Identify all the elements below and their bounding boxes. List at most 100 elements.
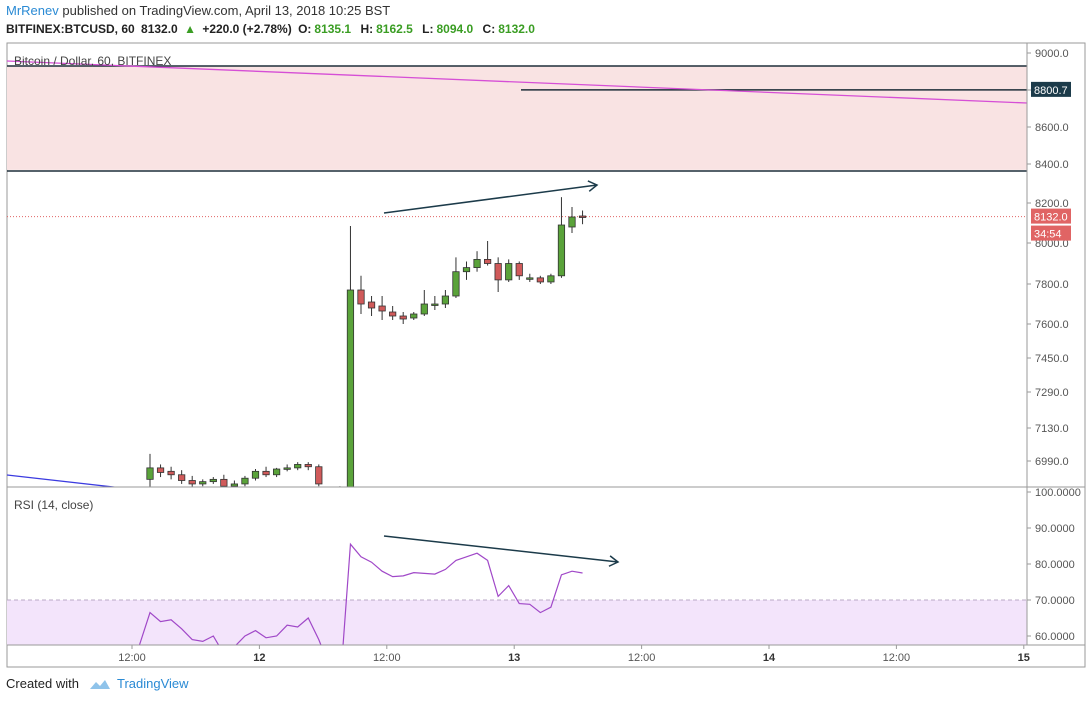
candle[interactable] — [357, 275, 365, 314]
symbol-label: BITFINEX:BTCUSD, 60 — [6, 22, 135, 36]
candle-body — [473, 258, 481, 268]
last-price: 8132.0 — [141, 22, 178, 36]
candle[interactable] — [367, 296, 376, 316]
candle[interactable] — [146, 453, 154, 492]
ohlc-line: BITFINEX:BTCUSD, 60 8132.0 ▲ +220.0 (+2.… — [6, 22, 541, 36]
candle-body — [283, 467, 291, 470]
candle[interactable] — [399, 312, 407, 324]
candle-body — [262, 470, 270, 476]
candle[interactable] — [473, 251, 481, 272]
candle[interactable] — [272, 467, 281, 478]
candle-body — [515, 263, 523, 277]
candle[interactable] — [209, 477, 217, 484]
candle[interactable] — [557, 197, 566, 278]
candle[interactable] — [494, 257, 502, 292]
candle[interactable] — [420, 290, 428, 316]
candle[interactable] — [304, 462, 312, 471]
candle-body — [304, 464, 312, 468]
current-price-badge-bg — [1031, 208, 1071, 224]
magenta-trendline[interactable] — [7, 60, 1027, 104]
candle-body — [294, 464, 302, 469]
time-tick-label: 12 — [253, 652, 265, 664]
time-tick-label: 12:00 — [118, 652, 146, 664]
candle[interactable] — [199, 479, 207, 487]
candle[interactable] — [578, 210, 587, 225]
countdown-badge: 34:54 — [1031, 225, 1071, 241]
candle[interactable] — [410, 312, 418, 320]
candle[interactable] — [230, 480, 238, 491]
rsi-pane-title: RSI (14, close) — [14, 498, 93, 512]
close-value: 8132.0 — [498, 22, 535, 36]
candle-body — [526, 277, 534, 280]
candle[interactable] — [505, 259, 513, 282]
time-tick-label: 12:00 — [628, 652, 656, 664]
rsi-divergence-arrow[interactable] — [383, 535, 620, 567]
price-tick-label: 7130.0 — [1035, 423, 1069, 435]
candle[interactable] — [251, 469, 260, 481]
price-divergence-arrow-shaft — [383, 184, 598, 214]
candle[interactable] — [337, 486, 343, 507]
candle[interactable] — [241, 475, 249, 487]
candle[interactable] — [167, 466, 175, 480]
candle[interactable] — [568, 207, 576, 233]
blue-trendline[interactable] — [7, 474, 140, 490]
candle-body — [272, 468, 281, 476]
rsi-tick-label: 70.0000 — [1035, 595, 1075, 607]
candle-body — [483, 258, 492, 264]
price-divergence-arrow[interactable] — [383, 180, 599, 214]
candle-body — [337, 489, 343, 496]
time-tick-label: 14 — [763, 652, 776, 664]
candle-body — [389, 311, 397, 317]
candle[interactable] — [483, 241, 492, 266]
time-tick-label: 12:00 — [883, 652, 911, 664]
candle[interactable] — [515, 261, 523, 280]
author-link[interactable]: MrRenev — [6, 3, 59, 18]
change-arrow-icon: ▲ — [184, 22, 196, 36]
price-pane[interactable] — [7, 60, 1027, 507]
candle[interactable] — [431, 296, 439, 310]
candle-body — [441, 295, 450, 305]
candle[interactable] — [346, 226, 355, 491]
candle-body — [568, 216, 576, 228]
price-tick-label: 7800.0 — [1035, 279, 1069, 291]
candle[interactable] — [378, 296, 386, 320]
chart-canvas[interactable]: 9000.08800.08600.08400.08200.08000.07800… — [0, 40, 1091, 670]
candle[interactable] — [526, 273, 534, 282]
candle-body — [452, 271, 460, 297]
rsi-tick-label: 80.0000 — [1035, 559, 1075, 571]
candle[interactable] — [326, 491, 332, 505]
candle-body — [156, 467, 165, 473]
candle[interactable] — [188, 475, 196, 489]
candle-body — [547, 275, 555, 283]
candle[interactable] — [547, 273, 555, 284]
candle-body — [220, 478, 228, 487]
candle[interactable] — [536, 275, 544, 284]
footer: Created with TradingView — [6, 676, 189, 691]
candle[interactable] — [156, 464, 165, 478]
candle-body — [420, 303, 428, 315]
candle[interactable] — [283, 464, 291, 472]
candle-body — [536, 277, 544, 283]
price-tick-label: 6990.0 — [1035, 456, 1069, 468]
candle[interactable] — [452, 257, 460, 298]
tradingview-link[interactable]: TradingView — [116, 676, 189, 691]
open-value: 8135.1 — [314, 22, 352, 36]
price-tick-label: 8400.0 — [1035, 159, 1069, 171]
price-tick-label: 7450.0 — [1035, 353, 1069, 365]
rsi-pane[interactable] — [7, 535, 1027, 654]
level-badge: 8800.7 — [1031, 81, 1071, 97]
candle[interactable] — [389, 306, 397, 320]
candle[interactable] — [441, 290, 450, 308]
chart-frame — [6, 42, 1086, 668]
candle[interactable] — [262, 466, 270, 478]
candle[interactable] — [315, 464, 323, 487]
candle-body — [251, 470, 260, 479]
candle-body — [188, 480, 196, 485]
low-value: 8094.0 — [436, 22, 474, 36]
candle[interactable] — [462, 261, 471, 280]
candle[interactable] — [294, 462, 302, 471]
candle-body — [178, 474, 186, 481]
low-label: L: — [422, 22, 434, 36]
candle[interactable] — [178, 470, 186, 484]
candle[interactable] — [220, 474, 228, 489]
